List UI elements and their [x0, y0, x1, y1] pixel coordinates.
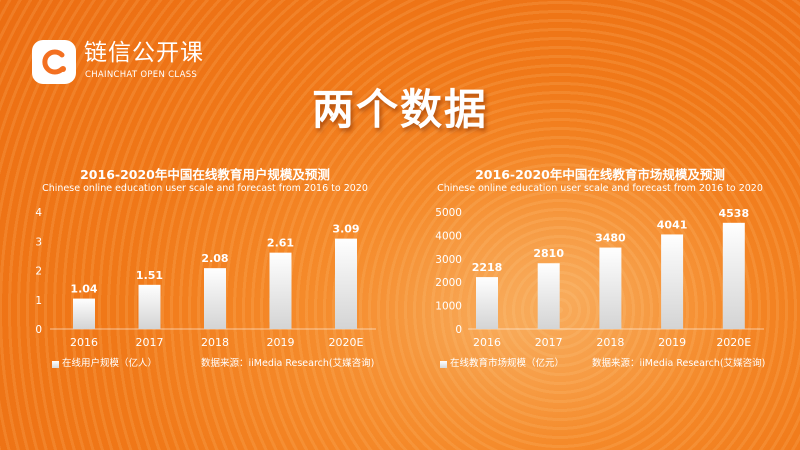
chart2-bar — [661, 234, 684, 329]
chart1-value-label: 3.09 — [332, 223, 359, 236]
logo-icon — [32, 40, 76, 84]
chart2-title: 2016-2020年中国在线教育市场规模及预测 — [475, 167, 725, 182]
logo-name-en: CHAINCHAT OPEN CLASS — [85, 70, 198, 80]
chart2-value-label: 4538 — [718, 207, 749, 220]
chart2-bar — [537, 263, 560, 329]
chart1-legend: 在线用户规模（亿人） — [52, 358, 157, 370]
chart1-title: 2016-2020年中国在线教育用户规模及预测 — [80, 167, 330, 182]
chart1-ytick-label: 2 — [35, 266, 42, 278]
chart2-ytick-label: 0 — [455, 324, 462, 336]
chart1-category-label: 2020E — [329, 336, 364, 349]
chart2-category-label: 2016 — [473, 336, 501, 349]
chart2-category-label: 2017 — [535, 336, 563, 349]
chart1-source: 数据来源：iiMedia Research(艾媒咨询) — [201, 358, 375, 369]
chart1-bar — [269, 252, 292, 329]
chart1-legend-swatch — [52, 360, 59, 368]
chart2-ytick-label: 1000 — [435, 301, 462, 313]
chart2-legend-label: 在线教育市场规模（亿元） — [450, 358, 565, 369]
chart2-category-label: 2018 — [596, 336, 624, 349]
chart2-bar — [476, 277, 498, 329]
chart1-value-label: 2.08 — [201, 252, 228, 265]
chart2-bar — [599, 247, 622, 329]
chart2-value-label: 4041 — [657, 218, 688, 231]
page-title: 两个数据 — [311, 85, 488, 134]
chart1-ytick-label: 3 — [35, 236, 42, 248]
chart1-bar — [204, 268, 226, 329]
chart1-value-label: 2.61 — [267, 237, 294, 250]
chart2-category-label: 2020E — [716, 336, 751, 349]
chart1-value-label: 1.04 — [70, 283, 97, 296]
chart2-bar — [722, 222, 745, 329]
chart1-category-label: 2017 — [136, 336, 164, 349]
chart1-value-label: 1.51 — [136, 269, 163, 282]
logo-name-cn: 链信公开课 — [84, 40, 204, 66]
chart2-category-label: 2019 — [658, 336, 686, 349]
chart1-ytick-label: 0 — [35, 324, 42, 336]
chart2-value-label: 3480 — [595, 232, 626, 245]
chart1-category-label: 2016 — [70, 336, 98, 349]
chart1-bar — [138, 284, 161, 329]
chart2-ytick-label: 5000 — [435, 207, 462, 219]
chart2-legend: 在线教育市场规模（亿元） — [440, 358, 564, 370]
chart2-value-label: 2218 — [472, 261, 503, 274]
chart2-value-label: 2810 — [533, 247, 564, 260]
chart1-ytick-label: 1 — [35, 295, 42, 307]
chart1-subtitle: Chinese online education user scale and … — [42, 183, 368, 194]
chart2-subtitle: Chinese online education user scale and … — [437, 183, 763, 194]
chart1-category-label: 2018 — [201, 336, 229, 349]
chart1-bar — [335, 238, 357, 329]
chart2-ytick-label: 3000 — [435, 254, 462, 266]
chart2-source: 数据来源：iiMedia Research(艾媒咨询) — [592, 358, 766, 369]
chart1-legend-label: 在线用户规模（亿人） — [62, 358, 158, 369]
chart2-ytick-label: 2000 — [435, 277, 462, 289]
chart2-legend-swatch — [440, 360, 447, 368]
chart1-ytick-label: 4 — [35, 207, 42, 219]
chart1-category-label: 2019 — [267, 336, 295, 349]
chart1-bar — [73, 298, 95, 329]
chart2-ytick-label: 4000 — [435, 230, 462, 242]
